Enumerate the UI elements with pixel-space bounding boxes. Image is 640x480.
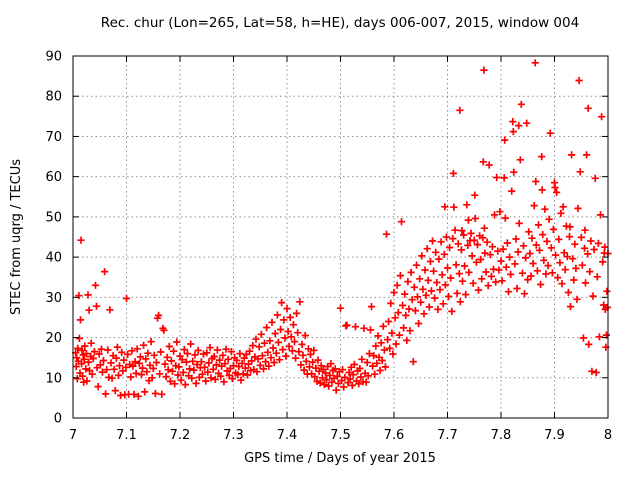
x-tick-label: 7.6 <box>384 428 405 443</box>
x-tick-label: 7.9 <box>544 428 565 443</box>
tick-marks <box>72 55 609 419</box>
y-tick-label: 80 <box>45 90 62 105</box>
y-axis-label: STEC from uqrg / TECUs <box>9 159 24 315</box>
y-tick-label: 0 <box>54 412 62 427</box>
grid-lines <box>73 56 608 418</box>
x-tick-label: 7.7 <box>437 428 458 443</box>
y-tick-label: 50 <box>45 210 62 225</box>
y-tick-label: 60 <box>45 170 62 185</box>
x-tick-label: 7.4 <box>277 428 298 443</box>
data-points <box>72 59 612 400</box>
y-tick-label: 10 <box>45 371 62 386</box>
x-tick-label: 7.2 <box>170 428 191 443</box>
y-tick-label: 70 <box>45 130 62 145</box>
y-tick-label: 20 <box>45 331 62 346</box>
y-tick-label: 40 <box>45 251 62 266</box>
scatter-series-STEC <box>72 59 612 400</box>
x-tick-label: 7.8 <box>491 428 512 443</box>
x-tick-label: 7 <box>69 428 77 443</box>
x-tick-label: 7.1 <box>116 428 137 443</box>
x-axis-label: GPS time / Days of year 2015 <box>244 451 436 466</box>
x-tick-label: 7.5 <box>330 428 351 443</box>
tick-labels: 7 7.1 7.2 7.3 7.4 7.5 7.6 7.7 7.8 7.9 801020304050… <box>45 50 612 444</box>
chart-title: Rec. chur (Lon=265, Lat=58, h=HE), days … <box>101 15 579 31</box>
x-tick-label: 8 <box>604 428 612 443</box>
x-tick-label: 7.3 <box>223 428 244 443</box>
y-tick-label: 90 <box>45 50 62 65</box>
y-tick-label: 30 <box>45 291 62 306</box>
